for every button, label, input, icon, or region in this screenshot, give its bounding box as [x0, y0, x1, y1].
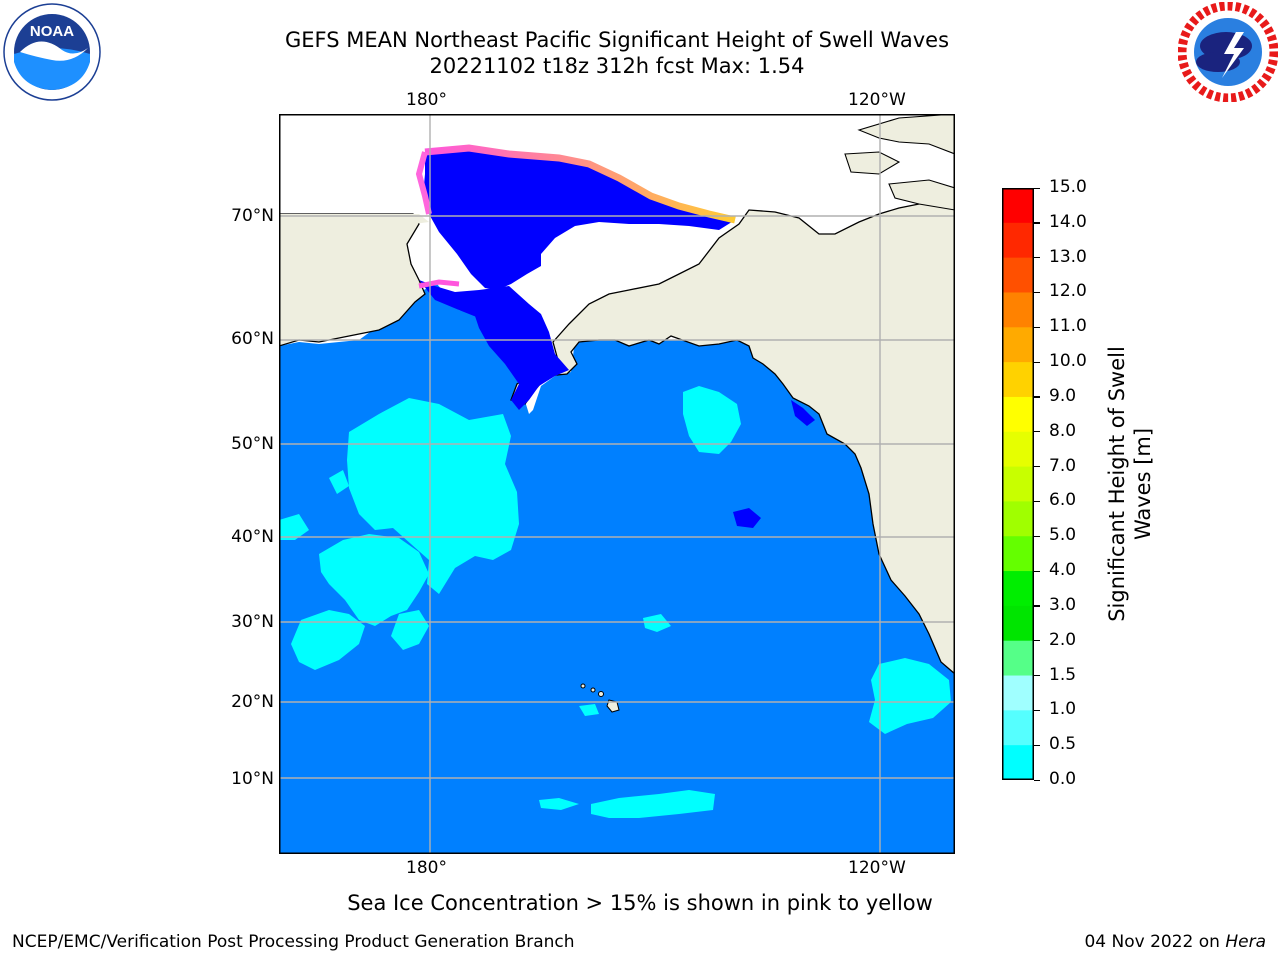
colorbar-swatch — [1002, 396, 1034, 433]
footer-date: 04 Nov 2022 on Hera — [1084, 932, 1266, 952]
colorbar-swatch — [1002, 362, 1034, 398]
land-north-america — [510, 114, 956, 676]
colorbar-tick-mark — [1034, 361, 1040, 363]
arctic-low-wave-region — [423, 148, 735, 290]
colorbar-tick-mark — [1034, 500, 1040, 503]
sea-ice-caption: Sea Ice Concentration > 15% is shown in … — [347, 891, 933, 915]
colorbar-swatch — [1002, 292, 1034, 328]
colorbar-tick-label: 1.5 — [1049, 664, 1077, 685]
footer-date-text: 04 Nov 2022 on — [1084, 932, 1226, 952]
colorbar-tick-mark — [1034, 744, 1040, 746]
colorbar-tick-mark — [1034, 431, 1040, 433]
colorbar-label-line2: Waves [m] — [1131, 427, 1155, 541]
colorbar-tick-mark — [1034, 605, 1040, 607]
colorbar-tick-label: 0.5 — [1049, 734, 1077, 755]
lat-label-50n: 50°N — [231, 434, 274, 454]
lon-label-bottom-120w: 120°W — [848, 858, 906, 878]
lat-label-60n: 60°N — [231, 329, 274, 349]
footer-credit: NCEP/EMC/Verification Post Processing Pr… — [12, 932, 575, 952]
colorbar-tick-mark — [1034, 326, 1040, 328]
colorbar-tick-mark — [1034, 291, 1040, 294]
colorbar-tick-label: 15.0 — [1049, 177, 1087, 197]
colorbar-tick-mark — [1034, 466, 1040, 468]
colorbar-tick-mark — [1034, 535, 1040, 537]
colorbar-tick-mark — [1034, 640, 1040, 642]
colorbar-tick-mark — [1034, 222, 1040, 224]
colorbar-swatch — [1002, 745, 1034, 781]
colorbar-tick-label: 10.0 — [1049, 351, 1087, 372]
colorbar-swatches — [1002, 188, 1034, 781]
colorbar-label-line1: Significant Height of Swell — [1105, 346, 1129, 622]
lat-label-10n: 10°N — [231, 769, 274, 789]
colorbar-swatch — [1002, 536, 1034, 572]
colorbar-tick-label: 1.0 — [1049, 699, 1077, 720]
colorbar-tick-mark — [1034, 709, 1040, 712]
colorbar-tick-label: 14.0 — [1049, 211, 1087, 232]
colorbar-swatch — [1002, 327, 1034, 363]
colorbar-tick-label: 8.0 — [1049, 420, 1077, 441]
nws-logo — [1177, 1, 1279, 103]
footer-machine: Hera — [1225, 932, 1266, 952]
colorbar-tick-mark — [1034, 187, 1040, 189]
colorbar-tick-mark — [1034, 675, 1040, 677]
map-canvas — [278, 113, 956, 854]
colorbar-swatch — [1002, 257, 1034, 293]
colorbar-tick-mark — [1034, 396, 1040, 398]
graticule — [279, 114, 955, 854]
colorbar-tick-label: 11.0 — [1049, 316, 1087, 337]
lat-label-40n: 40°N — [231, 527, 274, 547]
colorbar-tick-label: 7.0 — [1049, 455, 1077, 476]
colorbar-tick-mark — [1034, 779, 1040, 781]
map-panel — [278, 113, 956, 854]
svg-text:NOAA: NOAA — [30, 23, 74, 40]
colorbar-swatch — [1002, 188, 1034, 224]
colorbar-swatch — [1002, 501, 1034, 537]
lat-label-20n: 20°N — [231, 692, 274, 712]
colorbar-tick-label: 5.0 — [1049, 525, 1077, 546]
colorbar-tick-label: 6.0 — [1049, 490, 1077, 511]
colorbar-tick-label: 13.0 — [1049, 246, 1087, 267]
lat-label-70n: 70°N — [231, 206, 274, 226]
colorbar-swatch — [1002, 222, 1034, 259]
plot-title-line2: 20221102 t18z 312h fcst Max: 1.54 — [429, 54, 805, 78]
colorbar-swatch — [1002, 571, 1034, 607]
plot-title-line1: GEFS MEAN Northeast Pacific Significant … — [284, 28, 950, 52]
noaa-logo: NOAA — [2, 2, 102, 102]
colorbar-ticks: 15.0 14.0 13.0 12.0 11.0 10.0 9.0 8.0 7.0 6.0 5.0 4… — [1034, 177, 1114, 789]
colorbar-tick-label: 3.0 — [1049, 594, 1077, 615]
lat-label-30n: 30°N — [231, 612, 274, 632]
hawaii-islands — [580, 683, 620, 713]
colorbar-tick-label: 9.0 — [1049, 385, 1077, 406]
lon-label-top-180: 180° — [406, 90, 447, 110]
colorbar-tick-label: 12.0 — [1049, 281, 1087, 302]
colorbar-swatch — [1002, 605, 1034, 642]
colorbar — [1002, 188, 1034, 781]
colorbar-tick-label: 0.0 — [1049, 769, 1077, 789]
colorbar-swatch — [1002, 466, 1034, 502]
lon-label-bottom-180: 180° — [406, 858, 447, 878]
colorbar-swatch — [1002, 675, 1034, 711]
colorbar-tick-label: 4.0 — [1049, 560, 1077, 581]
colorbar-swatch — [1002, 710, 1034, 746]
lon-label-top-120w: 120°W — [848, 90, 906, 110]
colorbar-swatch — [1002, 431, 1034, 468]
colorbar-swatch — [1002, 640, 1034, 677]
swell-patches-1-to-1.5m — [279, 386, 951, 818]
colorbar-tick-mark — [1034, 570, 1040, 572]
colorbar-tick-label: 2.0 — [1049, 629, 1077, 650]
colorbar-tick-mark — [1034, 257, 1040, 259]
